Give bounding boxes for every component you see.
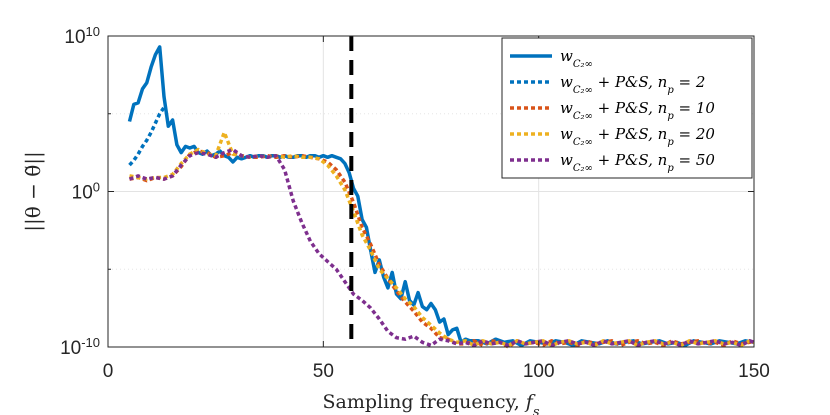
y-axis-label: ||θ − θ̃|| — [21, 151, 46, 232]
y-tick-label: 100 — [72, 179, 100, 204]
legend-entry-1: wC₂∞ — [560, 47, 593, 70]
x-tick-label: 100 — [523, 361, 555, 382]
series-line-2 — [128, 106, 166, 167]
x-tick-label: 50 — [313, 361, 334, 382]
series-line-3 — [129, 149, 755, 349]
legend-entry-4: wC₂∞ + P&S, np = 20 — [560, 125, 715, 148]
legend-entry-3: wC₂∞ + P&S, np = 10 — [560, 99, 715, 122]
y-tick-label: 10-10 — [60, 335, 100, 360]
legend-box — [501, 37, 753, 179]
series-layer — [127, 45, 755, 349]
x-tick-label: 0 — [103, 361, 114, 382]
ticks: 0 50 100 150 1010 100 10-10 — [60, 24, 770, 383]
x-axis-label: Sampling frequency, fs — [322, 391, 539, 415]
legend-entry-5: wC₂∞ + P&S, np = 50 — [560, 151, 715, 174]
series-line-5 — [128, 147, 755, 348]
legend-entry-2: wC₂∞ + P&S, np = 2 — [560, 73, 705, 96]
x-tick-label: 150 — [738, 361, 770, 382]
y-tick-label: 1010 — [64, 24, 100, 49]
legend: wC₂∞ wC₂∞ + P&S, np = 2 wC₂∞ + P&S, np = 1… — [501, 37, 753, 179]
